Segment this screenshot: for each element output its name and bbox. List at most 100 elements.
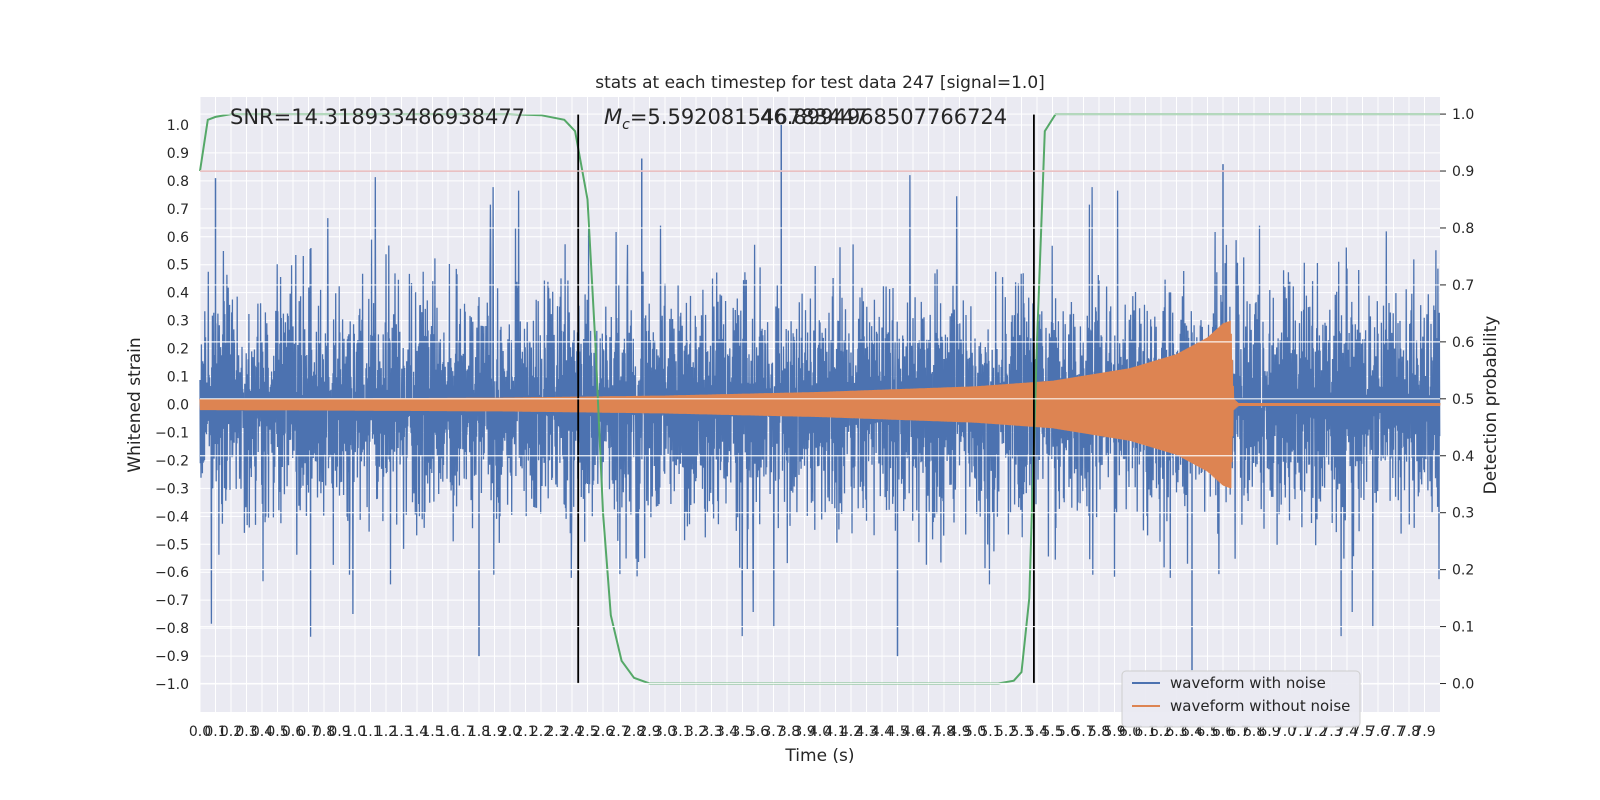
y-tick-label: 0.1 xyxy=(167,370,189,386)
x-tick-label: 1.8 xyxy=(468,724,490,740)
x-tick-label: 4.3 xyxy=(855,724,877,740)
x-tick-label: 2.0 xyxy=(499,724,521,740)
x-tick-label: 6.9 xyxy=(1258,724,1280,740)
x-tick-label: 0.4 xyxy=(251,724,273,740)
x-tick-label: 6.1 xyxy=(1134,724,1156,740)
x-tick-label: 4.1 xyxy=(824,724,846,740)
x-tick-label: 1.1 xyxy=(359,724,381,740)
y-tick-label: 1.0 xyxy=(167,118,189,134)
x-axis-ticks: 0.00.10.20.30.40.50.60.70.80.91.01.11.21… xyxy=(189,724,1436,740)
x-tick-label: 6.8 xyxy=(1243,724,1265,740)
legend-box xyxy=(1121,670,1361,728)
legend-label-clean: waveform without noise xyxy=(1170,697,1350,715)
y-tick-label: −0.1 xyxy=(155,425,189,441)
x-tick-label: 4.0 xyxy=(809,724,831,740)
x-axis-label: Time (s) xyxy=(784,746,854,766)
x-tick-label: 7.2 xyxy=(1305,724,1327,740)
x-tick-label: 0.6 xyxy=(282,724,304,740)
x-tick-label: 1.6 xyxy=(437,724,459,740)
x-tick-label: 3.9 xyxy=(793,724,815,740)
x-tick-label: 5.5 xyxy=(1041,724,1063,740)
x-tick-label: 2.5 xyxy=(576,724,598,740)
y-axis-label: Whitened strain xyxy=(125,337,145,472)
y2-tick-label: 0.7 xyxy=(1452,278,1474,294)
x-tick-label: 6.7 xyxy=(1227,724,1249,740)
x-tick-label: 0.8 xyxy=(313,724,335,740)
x-tick-label: 2.6 xyxy=(592,724,614,740)
y-tick-label: 0.9 xyxy=(167,146,189,162)
y2-tick-label: 0.5 xyxy=(1452,392,1474,408)
y2-tick-label: 0.4 xyxy=(1452,449,1474,465)
x-tick-label: 1.7 xyxy=(452,724,474,740)
x-tick-label: 1.2 xyxy=(375,724,397,740)
x-tick-label: 7.1 xyxy=(1289,724,1311,740)
x-tick-label: 4.2 xyxy=(840,724,862,740)
x-tick-label: 6.3 xyxy=(1165,724,1187,740)
x-tick-label: 6.6 xyxy=(1212,724,1234,740)
right-axis-grid xyxy=(200,113,1440,685)
x-tick-label: 2.7 xyxy=(607,724,629,740)
legend: waveform with noise waveform without noi… xyxy=(1121,670,1361,728)
x-tick-label: 4.6 xyxy=(902,724,924,740)
x-tick-label: 3.0 xyxy=(654,724,676,740)
y2-tick-label: 0.8 xyxy=(1452,221,1474,237)
x-tick-label: 5.1 xyxy=(979,724,1001,740)
mc-annotation: Mc=5.592081546783447 xyxy=(604,105,868,133)
x-tick-label: 6.0 xyxy=(1119,724,1141,740)
x-tick-label: 1.9 xyxy=(483,724,505,740)
x-tick-label: 6.2 xyxy=(1150,724,1172,740)
y-tick-label: −1.0 xyxy=(155,677,189,693)
x-tick-label: 1.3 xyxy=(390,724,412,740)
x-tick-label: 3.5 xyxy=(731,724,753,740)
x-tick-label: 7.8 xyxy=(1398,724,1420,740)
x-tick-label: 2.4 xyxy=(561,724,583,740)
x-tick-label: 5.8 xyxy=(1088,724,1110,740)
y2-tick-label: 0.9 xyxy=(1452,164,1474,180)
y-tick-label: 0.5 xyxy=(167,258,189,274)
x-tick-label: 3.7 xyxy=(762,724,784,740)
x-tick-label: 3.4 xyxy=(716,724,738,740)
x-tick-label: 5.3 xyxy=(1010,724,1032,740)
x-tick-label: 4.8 xyxy=(933,724,955,740)
x-tick-label: 2.3 xyxy=(545,724,567,740)
x-tick-label: 7.4 xyxy=(1336,724,1358,740)
x-tick-label: 7.5 xyxy=(1351,724,1373,740)
x-tick-label: 4.5 xyxy=(886,724,908,740)
y-tick-label: 0.7 xyxy=(167,202,189,218)
x-tick-label: 6.5 xyxy=(1196,724,1218,740)
y-tick-label: −0.7 xyxy=(155,593,189,609)
y2-tick-label: 0.0 xyxy=(1452,677,1474,693)
y-tick-label: −0.3 xyxy=(155,481,189,497)
series-waveform-without-noise xyxy=(199,320,1441,489)
chart-title: stats at each timestep for test data 247… xyxy=(595,73,1045,93)
x-tick-label: 2.9 xyxy=(638,724,660,740)
x-tick-label: 7.0 xyxy=(1274,724,1296,740)
x-tick-label: 7.9 xyxy=(1413,724,1435,740)
y-tick-label: −0.2 xyxy=(155,453,189,469)
legend-label-noise: waveform with noise xyxy=(1170,674,1326,692)
y-tick-label: −0.5 xyxy=(155,537,189,553)
y-tick-label: −0.6 xyxy=(155,565,189,581)
x-tick-label: 3.3 xyxy=(700,724,722,740)
x-tick-label: 0.0 xyxy=(189,724,211,740)
y2-tick-label: 0.6 xyxy=(1452,335,1474,351)
x-tick-label: 7.6 xyxy=(1367,724,1389,740)
y-tick-label: 0.8 xyxy=(167,174,189,190)
x-tick-label: 0.3 xyxy=(235,724,257,740)
x-tick-label: 3.8 xyxy=(778,724,800,740)
y-tick-label: 0.2 xyxy=(167,342,189,358)
mc-subscript: c xyxy=(622,117,630,133)
x-tick-label: 0.7 xyxy=(297,724,319,740)
y2-axis-label: Detection probability xyxy=(1481,316,1501,495)
x-tick-label: 6.4 xyxy=(1181,724,1203,740)
y-tick-label: −0.4 xyxy=(155,509,189,525)
y2-tick-label: 0.3 xyxy=(1452,506,1474,522)
x-tick-label: 5.9 xyxy=(1103,724,1125,740)
x-tick-label: 4.4 xyxy=(871,724,893,740)
x-tick-label: 5.7 xyxy=(1072,724,1094,740)
x-tick-label: 3.2 xyxy=(685,724,707,740)
x-tick-label: 1.0 xyxy=(344,724,366,740)
y2-axis-ticks: 0.0 0.1 0.2 0.3 0.4 0.5 0.6 0.7 0.8 0.9 1.0 xyxy=(1440,107,1474,693)
y-axis-ticks: −1.0 −0.9 −0.8 −0.7 −0.6 −0.5 −0.4 −0.3 −0.2 −0.1… xyxy=(155,118,189,693)
